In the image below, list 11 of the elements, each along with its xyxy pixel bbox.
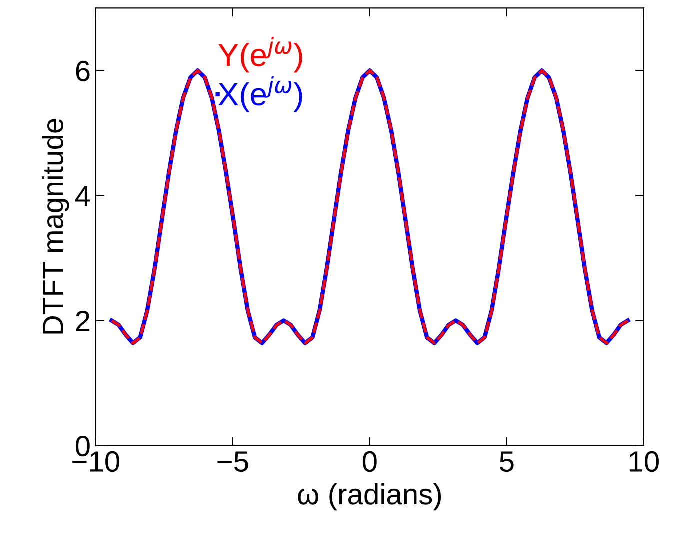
y-tick-label: 4: [75, 186, 90, 206]
legend-label: X(e$^{jω}$): [218, 76, 302, 112]
x-tick-label: 0: [362, 451, 377, 472]
y-axis-title: DTFT magnitude: [42, 119, 70, 334]
series-label: Y(e$^{jω}$): [218, 36, 302, 73]
x-tick-label: −5: [218, 452, 248, 472]
x-axis-title: ω (radians): [298, 483, 442, 511]
x-tick-label: 5: [500, 452, 514, 472]
x-tick-label: 10: [630, 451, 659, 472]
y-tick-label: 2: [76, 310, 90, 332]
y-tick-label: 6: [76, 60, 90, 82]
